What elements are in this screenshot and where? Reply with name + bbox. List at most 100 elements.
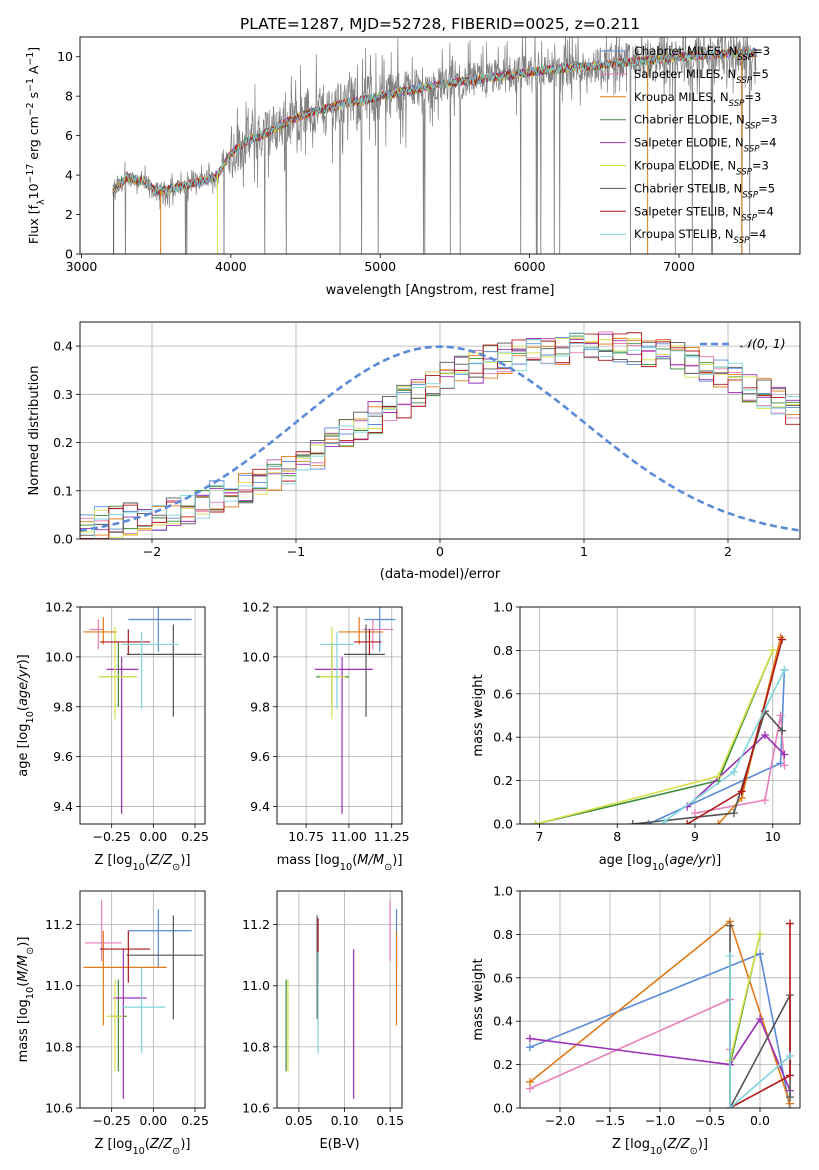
x-tick-label: 4000: [215, 259, 247, 274]
y-tick-label: 10: [57, 49, 73, 64]
x-axis-label-part: ⊙: [172, 862, 180, 873]
data-point-marker: [780, 750, 789, 759]
legend-entry: Chabrier STELIB, NSSP=5: [634, 181, 775, 200]
model-spectrum-line: [112, 47, 757, 197]
x-axis-label: Z [log10(Z/Z⊙)]: [95, 853, 191, 873]
x-tick-label: 7000: [663, 259, 695, 274]
data-point-marker: [778, 635, 787, 644]
legend-entry-part: =4: [759, 136, 776, 150]
data-point-marker: [756, 930, 764, 939]
x-axis-label-part: ⊙: [172, 1146, 180, 1157]
x-axis-label-part: ⊙: [384, 862, 392, 873]
y-tick-label: 0.3: [53, 387, 73, 402]
y-axis-label: Flux [fλ10−17 erg cm−2 s−1 A−1]: [25, 47, 47, 244]
figure-title: PLATE=1287, MJD=52728, FIBERID=0025, z=0…: [240, 15, 640, 33]
x-tick-label: −0.5: [695, 1113, 725, 1128]
x-axis-label-part: 10: [652, 862, 664, 873]
x-tick-label: 0.00: [139, 1113, 167, 1128]
x-tick-label: −0.25: [93, 1113, 131, 1128]
y-tick-label: 0.4: [53, 339, 73, 354]
legend-entry-part: SSP: [744, 145, 761, 155]
legend-entry: 𝒩(0, 1): [740, 336, 786, 351]
y-tick-label: 9.6: [53, 749, 73, 764]
legend-entry-part: SSP: [742, 190, 759, 200]
legend-entry-part: =4: [757, 204, 774, 218]
histogram-plot-area: [80, 331, 800, 539]
legend-entry-part: SSP: [734, 236, 751, 246]
x-axis-label-part: M/M: [357, 853, 384, 868]
y-tick-label: 0.2: [493, 773, 513, 788]
mass-weight-series: [717, 637, 782, 824]
mass-weight-series: [694, 715, 786, 814]
y-tick-label: 2: [65, 207, 73, 222]
legend-entry: Chabrier MILES, NSSP=3: [634, 44, 770, 63]
x-axis-label-part: Z/Z: [149, 853, 173, 868]
y-tick-label: 10.8: [45, 1039, 73, 1054]
x-axis-label-part: (: [145, 1137, 150, 1152]
x-tick-label: 0.10: [331, 1113, 359, 1128]
y-axis-label-part: age [log: [16, 724, 31, 777]
data-point-marker: [628, 820, 637, 824]
legend-entry-part: Kroupa STELIB, N: [634, 227, 734, 241]
x-axis-label-part: Z [log: [95, 853, 133, 868]
y-tick-label: 10.0: [242, 649, 270, 664]
data-point-marker: [683, 820, 692, 824]
legend-entry-part: =5: [758, 181, 775, 195]
x-axis-label-part: )]: [180, 853, 190, 868]
y-tick-label: 0.2: [53, 435, 73, 450]
x-axis-label: wavelength [Angstrom, rest frame]: [326, 283, 555, 298]
legend-entry-part: SSP: [745, 122, 762, 132]
y-tick-label: 9.4: [250, 799, 270, 814]
spectrum-plot-area: [112, 37, 757, 254]
y-tick-label: 10.6: [45, 1101, 73, 1116]
axes-frame: [276, 890, 403, 1109]
x-tick-label: 0.15: [376, 1113, 404, 1128]
y-axis-label: mass weight: [471, 958, 486, 1040]
x-tick-label: 6000: [514, 259, 546, 274]
x-tick-label: 9: [691, 829, 699, 844]
axes-frame: [79, 890, 206, 1109]
y-tick-label: 1.0: [493, 600, 513, 615]
y-tick-label: 4: [65, 168, 73, 183]
data-point-marker: [531, 820, 540, 824]
legend-entry-part: =3: [753, 44, 770, 58]
legend-entry-part: =3: [752, 159, 769, 173]
y-axis-label-part: λ: [36, 199, 47, 205]
x-tick-label: 0: [436, 544, 444, 559]
data-point-marker: [526, 1077, 534, 1086]
data-point-marker: [644, 820, 653, 824]
y-axis-label-part: −1: [25, 78, 36, 92]
x-axis-label: E(B-V): [319, 1137, 359, 1152]
y-tick-label: 0.8: [493, 927, 513, 942]
legend-entry-part: SSP: [737, 53, 754, 63]
x-axis-label-part: 10: [340, 862, 352, 873]
data-point-marker: [729, 809, 738, 818]
y-tick-label: 8: [65, 89, 73, 104]
x-tick-label: 0.05: [285, 1113, 313, 1128]
y-axis-label-part: age/yr: [16, 663, 31, 706]
legend-entry-part: =4: [749, 227, 766, 241]
x-tick-label: 0.25: [181, 829, 209, 844]
y-axis-label-part: −1: [25, 52, 36, 66]
y-axis-label-part: Flux [f: [26, 204, 41, 244]
line-plot-area: [526, 917, 794, 1108]
legend-entry: Kroupa STELIB, NSSP=4: [634, 227, 766, 246]
legend-entry-part: =3: [761, 113, 778, 127]
x-tick-label: −2.0: [545, 1113, 575, 1128]
x-tick-label: −1.0: [645, 1113, 675, 1128]
y-axis-label-part: mass [log: [16, 999, 31, 1062]
x-tick-label: 11.00: [331, 829, 367, 844]
data-point-marker: [780, 665, 789, 674]
age-vs-metallicity-panel: −0.25 0.00 0.259.49.69.810.010.2Z [log10(Z…: [16, 600, 209, 873]
data-point-marker: [780, 761, 789, 770]
x-tick-label: 5000: [364, 259, 396, 274]
y-tick-label: 10.8: [242, 1039, 270, 1054]
x-axis-label-part: age/yr: [669, 853, 712, 868]
y-axis-label: Normed distribution: [27, 366, 42, 496]
x-tick-label: 1: [580, 544, 588, 559]
residual-histogram-panel: −2 −1 0 1 2 0.0 0.1 0.2 0.3 0.4 𝒩(0, 1) (data-model…: [27, 321, 801, 582]
data-point-marker: [778, 726, 787, 735]
x-tick-label: −1.5: [595, 1113, 625, 1128]
